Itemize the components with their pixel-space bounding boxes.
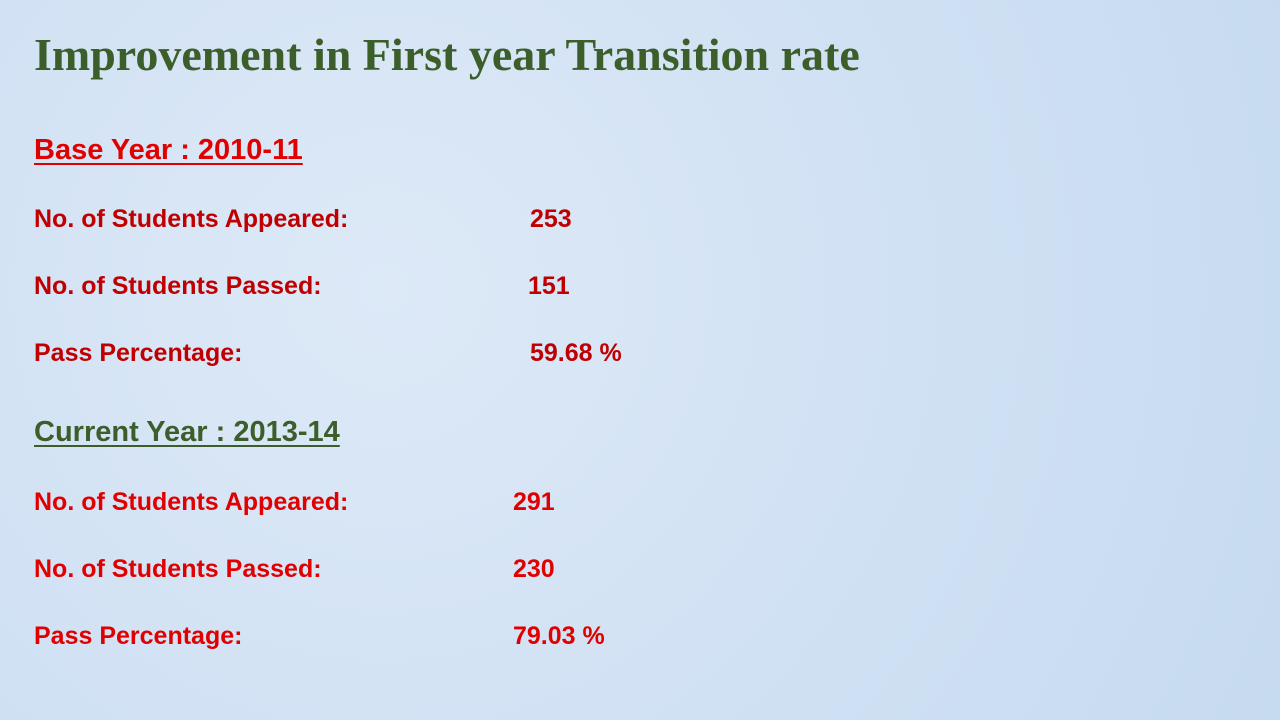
row-label: No. of Students Passed:	[34, 272, 322, 300]
row-value: 151	[528, 272, 570, 300]
row-value: 230	[513, 555, 555, 583]
row-label: No. of Students Appeared:	[34, 488, 349, 516]
slide-title: Improvement in First year Transition rat…	[34, 29, 860, 80]
row-label: No. of Students Passed:	[34, 555, 322, 583]
section-heading: Current Year : 2013-14	[34, 416, 340, 448]
row-label: No. of Students Appeared:	[34, 205, 349, 233]
row-value: 59.68 %	[530, 339, 622, 367]
row-value: 253	[530, 205, 572, 233]
section-heading: Base Year : 2010-11	[34, 134, 303, 166]
row-label: Pass Percentage:	[34, 622, 243, 650]
row-value: 291	[513, 488, 555, 516]
row-value: 79.03 %	[513, 622, 605, 650]
row-label: Pass Percentage:	[34, 339, 243, 367]
